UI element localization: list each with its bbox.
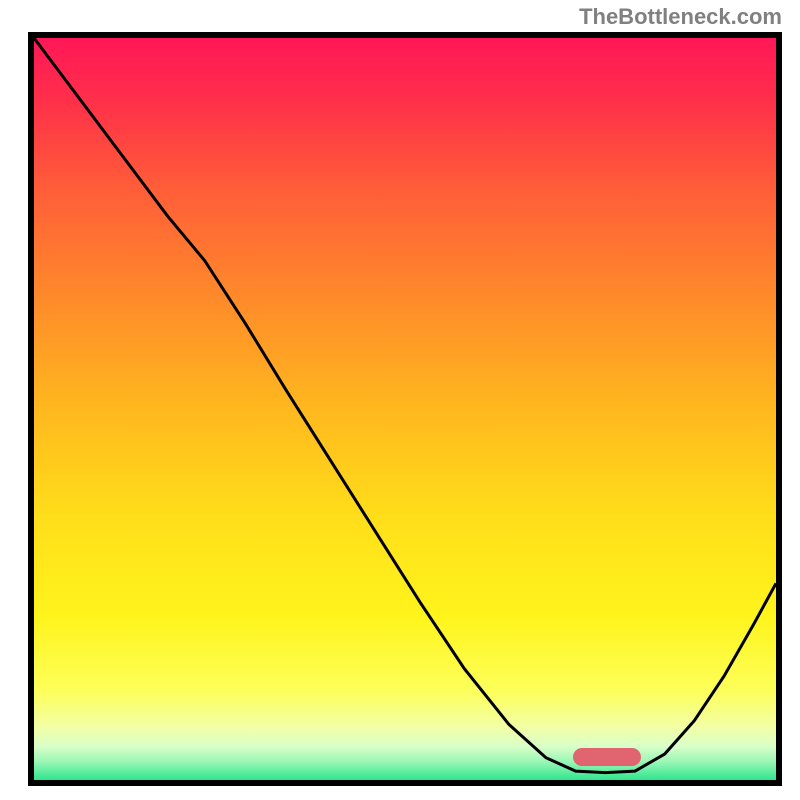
optimal-range-marker bbox=[573, 748, 641, 766]
plot-frame bbox=[28, 32, 782, 786]
chart-container: TheBottleneck.com bbox=[0, 0, 800, 800]
attribution-label: TheBottleneck.com bbox=[579, 4, 782, 30]
bottleneck-curve bbox=[34, 38, 776, 780]
plot-area bbox=[34, 38, 776, 780]
